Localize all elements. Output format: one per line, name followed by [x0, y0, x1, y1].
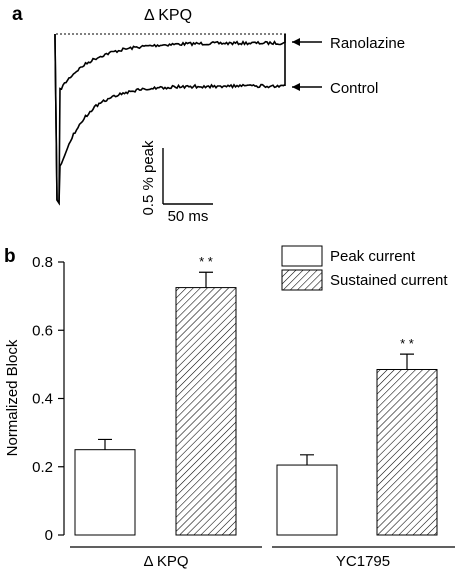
y-tick-label-3: 0.6 [32, 322, 53, 339]
ranolazine-arrow [292, 38, 322, 46]
panel-b-letter: b [4, 246, 16, 267]
panel-a-title: Δ KPQ [144, 7, 192, 24]
scale-bar-y-label: 0.5 % peak [140, 140, 157, 216]
bar-peak-0 [74, 449, 136, 536]
bar-peak-1 [276, 464, 338, 536]
error-bar-sustained-1 [400, 353, 414, 370]
y-tick-label-4: 0.8 [32, 254, 53, 271]
error-bar-peak-1 [300, 454, 314, 466]
y-tick-label-1: 0.2 [32, 459, 53, 476]
bar-sustained-1 [376, 368, 438, 536]
ranolazine-trace [54, 34, 286, 206]
error-bar-peak-0 [98, 438, 112, 450]
legend-swatch-peak [281, 245, 323, 267]
significance-marker-0: * * [199, 254, 213, 269]
bars: * * * * [74, 254, 438, 536]
panel-a-letter: a [12, 4, 23, 25]
y-tick-label-0: 0 [45, 527, 53, 544]
control-arrow [292, 83, 322, 91]
scale-bar [162, 148, 213, 205]
legend: Peak current Sustained current [281, 245, 448, 291]
legend-label-peak: Peak current [330, 248, 416, 265]
category-label-dkpq: Δ KPQ [143, 553, 188, 570]
significance-marker-1: * * [400, 336, 414, 351]
y-axis-label: Normalized Block [4, 339, 21, 456]
scale-bar-x-label: 50 ms [168, 208, 209, 225]
control-label: Control [330, 80, 378, 97]
error-bar-sustained-0 [199, 271, 213, 288]
y-axis-ticks: 0 0.2 0.4 0.6 0.8 [32, 254, 64, 544]
bar-sustained-0 [175, 287, 237, 536]
panel-b: b Normalized Block 0 0.2 0.4 0.6 0.8 * ** * … [4, 245, 455, 570]
control-trace [54, 34, 286, 206]
ranolazine-label: Ranolazine [330, 35, 405, 52]
category-label-yc1795: YC1795 [336, 553, 390, 570]
legend-label-sustained: Sustained current [330, 272, 448, 289]
panel-a: a Δ KPQ Ranolazine Control 0.5 % peak 50… [12, 4, 405, 225]
legend-swatch-sustained [281, 269, 323, 291]
y-tick-label-2: 0.4 [32, 391, 53, 408]
